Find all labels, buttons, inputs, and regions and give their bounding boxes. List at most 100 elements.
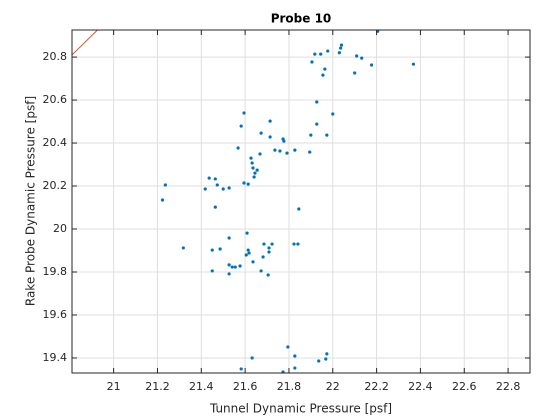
scatter-point xyxy=(297,207,301,211)
scatter-point xyxy=(273,148,277,152)
scatter-point xyxy=(293,354,297,358)
scatter-point xyxy=(250,356,254,360)
scatter-point xyxy=(238,264,242,268)
scatter-point xyxy=(323,67,327,71)
scatter-point xyxy=(227,186,231,190)
scatter-point xyxy=(236,146,240,150)
scatter-point xyxy=(281,370,285,373)
scatter-point xyxy=(250,161,254,165)
scatter-point xyxy=(315,100,319,104)
scatter-point xyxy=(292,242,296,246)
scatter-point xyxy=(181,246,185,250)
scatter-point xyxy=(285,151,289,155)
scatter-point xyxy=(244,253,248,257)
scatter-point xyxy=(339,46,343,50)
x-tick-label: 21 xyxy=(107,380,121,393)
scatter-point xyxy=(259,269,263,273)
scatter-point xyxy=(255,168,259,172)
y-tick-label: 19.6 xyxy=(43,308,68,321)
scatter-point xyxy=(227,263,231,267)
scatter-point xyxy=(310,60,314,64)
chart-title: Probe 10 xyxy=(271,12,332,26)
scatter-point xyxy=(246,248,250,252)
scatter-point xyxy=(246,182,250,186)
y-tick-label: 19.8 xyxy=(43,265,68,278)
scatter-point xyxy=(309,133,313,137)
scatter-point xyxy=(319,52,323,56)
scatter-point xyxy=(360,56,364,60)
scatter-point xyxy=(207,176,211,180)
y-axis-label: Rake Probe Dynamic Pressure [psf] xyxy=(24,96,38,306)
scatter-point xyxy=(213,205,217,209)
x-axis-label: Tunnel Dynamic Pressure [psf] xyxy=(209,402,392,416)
y-tick-label: 20.8 xyxy=(43,50,68,63)
scatter-point xyxy=(266,273,270,277)
scatter-point xyxy=(267,246,271,250)
scatter-point xyxy=(242,111,246,115)
scatter-point xyxy=(324,357,328,361)
scatter-point xyxy=(325,352,329,356)
scatter-point xyxy=(247,251,251,255)
x-tick-label: 21.4 xyxy=(189,380,214,393)
y-tick-label: 19.4 xyxy=(43,351,68,364)
scatter-point xyxy=(227,272,231,276)
axes-box xyxy=(71,29,531,374)
scatter-point xyxy=(308,150,312,154)
scatter-point xyxy=(321,73,325,77)
scatter-point xyxy=(369,63,374,67)
scatter-point xyxy=(239,124,243,128)
x-tick-label: 22.6 xyxy=(452,380,477,393)
scatter-point xyxy=(252,175,256,179)
x-tick-label: 22.8 xyxy=(496,380,521,393)
scatter-point xyxy=(230,265,234,269)
scatter-point xyxy=(233,265,237,269)
scatter-point xyxy=(210,248,214,252)
scatter-point xyxy=(227,236,231,240)
scatter-point xyxy=(293,366,297,370)
scatter-point xyxy=(339,43,344,47)
scatter-point xyxy=(325,133,329,137)
scatter-point xyxy=(293,148,297,152)
scatter-point xyxy=(251,166,255,170)
scatter-point xyxy=(258,152,262,156)
scatter-point xyxy=(337,51,341,55)
scatter-point xyxy=(213,177,217,181)
scatter-point xyxy=(282,139,286,143)
scatter-point xyxy=(203,187,207,191)
scatter-point xyxy=(245,231,249,235)
scatter-point xyxy=(262,242,266,246)
scatter-point xyxy=(218,247,222,251)
scatter-point xyxy=(160,198,165,202)
x-tick-label: 22.4 xyxy=(408,380,433,393)
scatter-point xyxy=(249,156,253,160)
scatter-point xyxy=(411,62,416,66)
scatter-point xyxy=(326,49,330,53)
scatter-point xyxy=(163,183,167,187)
scatter-point xyxy=(253,171,257,175)
y-tick-label: 20.6 xyxy=(43,93,68,106)
x-tick-label: 21.6 xyxy=(233,380,258,393)
scatter-point xyxy=(331,112,335,116)
scatter-point xyxy=(268,135,272,139)
scatter-point xyxy=(221,187,225,191)
x-tick-label: 21.2 xyxy=(145,380,170,393)
scatter-point xyxy=(242,181,246,185)
y-tick-label: 20.2 xyxy=(43,179,68,192)
scatter-point xyxy=(210,269,214,273)
scatter-point xyxy=(355,54,359,58)
scatter-point xyxy=(251,260,255,264)
scatter-point xyxy=(270,242,274,246)
scatter-point xyxy=(353,71,357,75)
scatter-point xyxy=(259,131,263,135)
scatter-point xyxy=(268,119,272,123)
y-tick-label: 20.4 xyxy=(43,136,68,149)
y-tick-label: 20 xyxy=(53,222,67,235)
scatter-point xyxy=(261,255,265,259)
scatter-point xyxy=(317,359,321,363)
scatter-point xyxy=(267,250,271,254)
scatter-point xyxy=(315,122,319,126)
scatter-point xyxy=(286,345,290,349)
x-tick-label: 21.8 xyxy=(277,380,302,393)
scatter-point xyxy=(278,149,282,153)
